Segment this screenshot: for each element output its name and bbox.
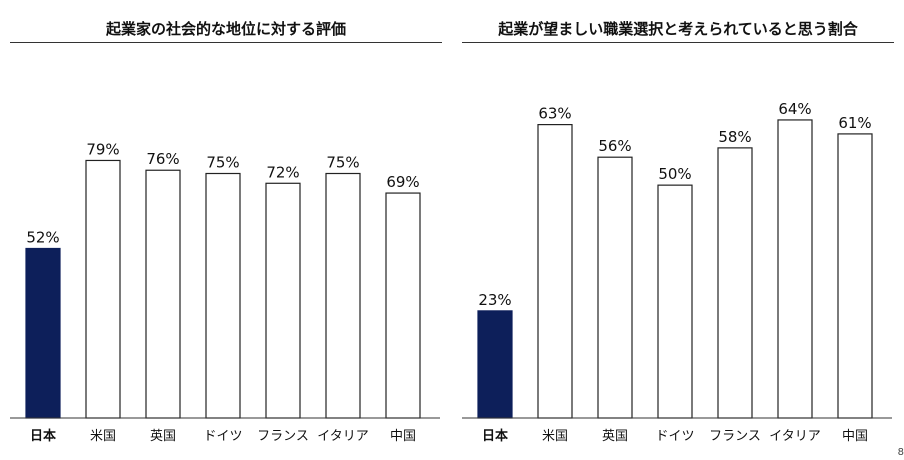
bar-value-label: 72% bbox=[266, 163, 299, 181]
bar-value-label: 69% bbox=[386, 173, 419, 191]
bar-value-label: 79% bbox=[86, 140, 119, 158]
category-label: 米国 bbox=[542, 429, 568, 444]
bar-0 bbox=[477, 310, 513, 419]
category-label: 日本 bbox=[30, 428, 56, 444]
bar-value-label: 76% bbox=[146, 150, 179, 168]
bar-value-label: 50% bbox=[658, 165, 691, 183]
category-label: 中国 bbox=[842, 429, 868, 444]
category-label: 英国 bbox=[150, 429, 176, 444]
page-number: 8 bbox=[897, 447, 904, 458]
bar-3 bbox=[657, 184, 693, 419]
chart-title: 起業が望ましい職業選択と考えられていると思う割合 bbox=[498, 20, 858, 38]
bar-3 bbox=[205, 172, 241, 419]
bar-chart-career-choice: 23% 日本 63% 米国 56% 英国 50% ドイツ 58% フランス 64% イタリア 61% 中国 bbox=[462, 100, 892, 444]
bar-0 bbox=[25, 247, 61, 419]
title-divider bbox=[10, 42, 442, 43]
bar-5 bbox=[777, 119, 813, 419]
bar-value-label: 61% bbox=[838, 114, 871, 132]
category-label: イタリア bbox=[317, 429, 368, 444]
bar-2 bbox=[597, 156, 633, 419]
category-label: 米国 bbox=[90, 429, 116, 444]
bar-1 bbox=[537, 123, 573, 419]
category-label: ドイツ bbox=[203, 429, 242, 444]
bar-5 bbox=[325, 172, 361, 419]
bar-value-label: 23% bbox=[478, 291, 511, 309]
bar-value-label: 56% bbox=[598, 137, 631, 155]
bar-value-label: 63% bbox=[538, 105, 571, 123]
bar-4 bbox=[717, 147, 753, 419]
chart-title: 起業家の社会的な地位に対する評価 bbox=[105, 20, 346, 38]
category-label: フランス bbox=[709, 429, 761, 444]
bar-value-label: 75% bbox=[326, 154, 359, 172]
bar-4 bbox=[265, 182, 301, 419]
bar-value-label: 75% bbox=[206, 154, 239, 172]
bar-value-label: 52% bbox=[26, 228, 59, 246]
category-label: 日本 bbox=[482, 428, 508, 444]
category-label: 中国 bbox=[390, 429, 416, 444]
category-label: イタリア bbox=[769, 429, 820, 444]
bar-2 bbox=[145, 169, 181, 419]
bar-6 bbox=[385, 192, 421, 419]
chart-panel-social-status: 起業家の社会的な地位に対する評価 52% 日本 79% 米国 76% 英国 75% ドイツ 72… bbox=[10, 0, 450, 460]
bar-6 bbox=[837, 133, 873, 419]
category-label: 英国 bbox=[602, 429, 628, 444]
bar-1 bbox=[85, 159, 121, 419]
chart-panel-career-choice: 起業が望ましい職業選択と考えられていると思う割合 23% 日本 63% 米国 56% 英国… bbox=[462, 0, 902, 460]
category-label: フランス bbox=[257, 429, 309, 444]
bar-value-label: 64% bbox=[778, 100, 811, 118]
bar-chart-social-status: 52% 日本 79% 米国 76% 英国 75% ドイツ 72% フランス 75% イタリア 69% 中国 bbox=[10, 140, 440, 444]
title-divider bbox=[462, 42, 894, 43]
bar-value-label: 58% bbox=[718, 128, 751, 146]
category-label: ドイツ bbox=[655, 429, 694, 444]
